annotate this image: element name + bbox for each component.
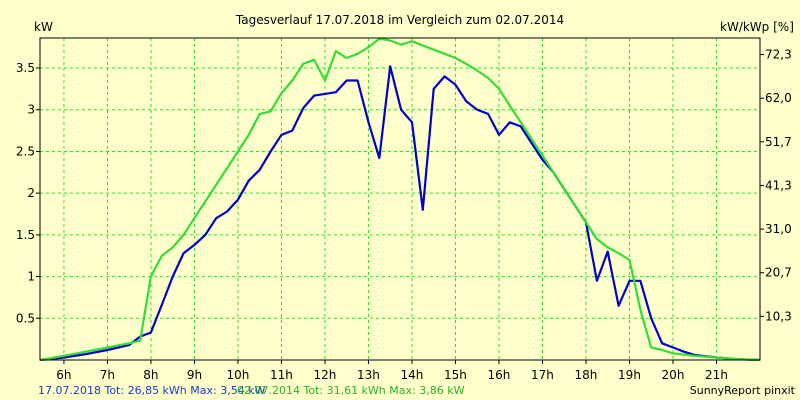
y-tick-label-right: 20,7 xyxy=(765,266,792,280)
y-tick-label-right: 62,0 xyxy=(765,91,792,105)
plot-frame xyxy=(39,37,761,361)
y-tick-label-right: 51,7 xyxy=(765,135,792,149)
y-axis-label-left: kW xyxy=(34,20,53,34)
x-tick-label: 21h xyxy=(705,368,728,382)
series-layer xyxy=(39,37,761,362)
x-tick-label: 18h xyxy=(575,368,598,382)
x-tick-label: 8h xyxy=(143,368,158,382)
x-tick-label: 20h xyxy=(662,368,685,382)
y-tick-label-left: 1 xyxy=(27,270,35,284)
y-tick-label-right: 41,3 xyxy=(765,178,792,192)
series-line-0 xyxy=(39,65,761,362)
series-line-1 xyxy=(39,37,761,362)
x-ticks: 6h 7h 8h 9h 10h 11h 12h 13h 14h 15h 16h 17h 18h 19h 20… xyxy=(56,360,728,382)
x-tick-label: 10h xyxy=(227,368,250,382)
footer-brand: SunnyReport pinxit xyxy=(690,384,796,397)
x-tick-label: 15h xyxy=(444,368,467,382)
x-tick-label: 16h xyxy=(488,368,511,382)
y-tick-label-left: 2.5 xyxy=(16,144,35,158)
footer-green-summary: 02.07.2014 Tot: 31,61 kWh Max: 3,86 kW xyxy=(237,384,465,397)
y-tick-label-right: 31,0 xyxy=(765,222,792,236)
x-tick-label: 12h xyxy=(314,368,337,382)
grid xyxy=(40,38,760,360)
x-tick-label: 13h xyxy=(357,368,380,382)
y-tick-label-right: 72,3 xyxy=(765,48,792,62)
footer-blue-summary: 17.07.2018 Tot: 26,85 kWh Max: 3,54 kW xyxy=(38,384,266,397)
x-tick-label: 9h xyxy=(187,368,202,382)
x-tick-label: 7h xyxy=(100,368,115,382)
x-tick-label: 6h xyxy=(56,368,71,382)
y-tick-label-left: 2 xyxy=(27,186,35,200)
x-tick-label: 14h xyxy=(401,368,424,382)
x-tick-label: 17h xyxy=(531,368,554,382)
y-ticks-right: 10,3 20,7 31,0 41,3 51,7 62,0 72,3 xyxy=(760,48,792,323)
y-axis-label-right: kW/kWp [%] xyxy=(720,20,794,34)
y-tick-label-left: 3.5 xyxy=(16,61,35,75)
y-tick-label-left: 1.5 xyxy=(16,228,35,242)
chart-title: Tagesverlauf 17.07.2018 im Vergleich zum… xyxy=(235,13,564,27)
x-tick-label: 19h xyxy=(618,368,641,382)
x-tick-label: 11h xyxy=(270,368,293,382)
y-tick-label-left: 0.5 xyxy=(16,311,35,325)
y-tick-label-left: 3 xyxy=(27,103,35,117)
y-tick-label-right: 10,3 xyxy=(765,309,792,323)
y-ticks-left: 0.5 1 1.5 2 2.5 3 3.5 xyxy=(16,61,40,325)
